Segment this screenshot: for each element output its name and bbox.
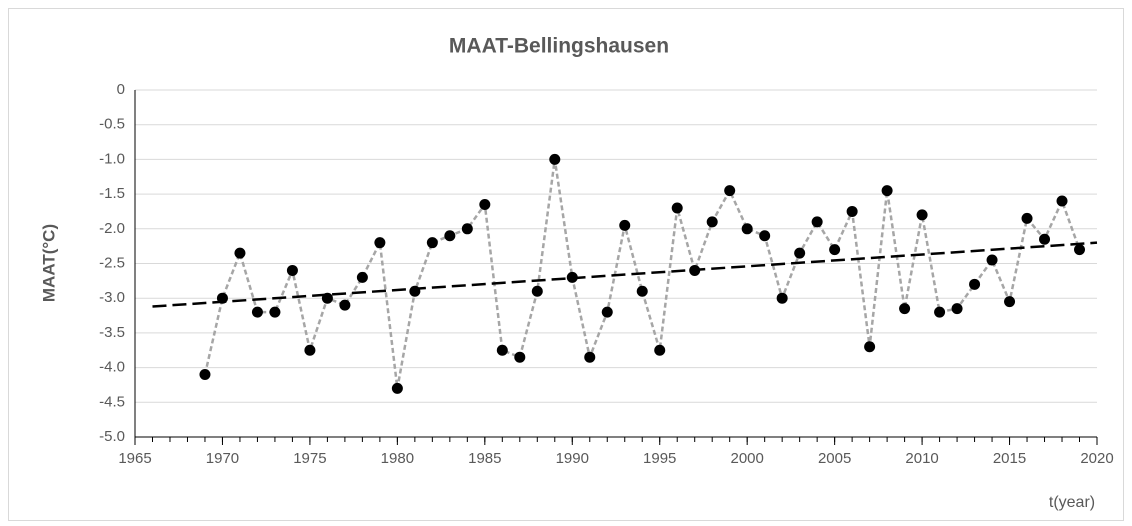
- y-tick-label: -3.0: [99, 289, 125, 306]
- data-point: [724, 185, 736, 197]
- y-tick-label: -2.0: [99, 220, 125, 237]
- y-axis-title: MAAT(°C): [39, 224, 58, 302]
- data-point: [741, 223, 753, 235]
- x-tick-label: 2010: [905, 450, 938, 467]
- data-point: [759, 230, 771, 242]
- y-tick-label: -5.0: [99, 428, 125, 445]
- y-tick-label: -3.5: [99, 324, 125, 341]
- data-point: [846, 205, 858, 217]
- data-point: [829, 244, 841, 256]
- x-tick-label: 1990: [556, 450, 589, 467]
- data-point: [899, 303, 911, 315]
- chart-border: [8, 8, 1124, 521]
- data-point: [514, 351, 526, 363]
- data-point: [986, 254, 998, 266]
- y-tick-label: -4.5: [99, 393, 125, 410]
- chart-title: MAAT-Bellingshausen: [449, 35, 669, 58]
- data-point: [881, 185, 893, 197]
- y-tick-label: -1.5: [99, 185, 125, 202]
- x-tick-label: 1975: [293, 450, 326, 467]
- x-axis-title: t(year): [1049, 494, 1095, 511]
- data-point: [794, 247, 806, 259]
- data-point: [269, 306, 281, 318]
- data-point: [444, 230, 456, 242]
- data-point: [619, 219, 631, 231]
- data-point: [776, 292, 788, 304]
- data-point: [199, 369, 211, 381]
- data-point: [409, 285, 421, 297]
- data-point: [1039, 233, 1051, 245]
- y-tick-label: -2.5: [99, 254, 125, 271]
- data-point: [951, 303, 963, 315]
- data-point: [531, 285, 543, 297]
- data-point: [426, 237, 438, 249]
- y-tick-label: -1.0: [99, 150, 125, 167]
- data-point: [916, 209, 928, 221]
- data-point: [479, 199, 491, 211]
- data-point: [1004, 296, 1016, 308]
- data-point: [356, 271, 368, 283]
- x-tick-label: 1995: [643, 450, 676, 467]
- data-point: [304, 344, 316, 356]
- y-tick-label: -0.5: [99, 116, 125, 133]
- trend-line: [152, 241, 1098, 308]
- data-point: [1056, 195, 1068, 207]
- data-line: [203, 159, 1081, 389]
- data-point: [584, 351, 596, 363]
- x-tick-label: 1985: [468, 450, 501, 467]
- x-tick-label: 2015: [993, 450, 1026, 467]
- data-point: [864, 341, 876, 353]
- x-tick-label: 1965: [118, 450, 151, 467]
- data-point: [671, 202, 683, 214]
- data-point: [286, 264, 298, 276]
- x-tick-label: 2000: [730, 450, 763, 467]
- y-tick-label: -4.0: [99, 359, 125, 376]
- data-point: [636, 285, 648, 297]
- data-point: [234, 247, 246, 259]
- data-point: [391, 382, 403, 394]
- y-tick-label: 0: [117, 81, 125, 98]
- data-point: [1021, 212, 1033, 224]
- data-point: [811, 216, 823, 228]
- data-point: [1074, 244, 1086, 256]
- data-point: [934, 306, 946, 318]
- data-point: [601, 306, 613, 318]
- data-point: [251, 306, 263, 318]
- data-point: [339, 299, 351, 311]
- data-point: [654, 344, 666, 356]
- data-point: [321, 292, 333, 304]
- data-point: [689, 264, 701, 276]
- data-point: [969, 278, 981, 290]
- x-tick-label: 2005: [818, 450, 851, 467]
- data-point: [549, 153, 561, 165]
- x-tick-label: 1970: [206, 450, 239, 467]
- x-tick-label: 2020: [1080, 450, 1113, 467]
- data-point: [216, 292, 228, 304]
- data-point: [461, 223, 473, 235]
- data-point: [496, 344, 508, 356]
- data-point: [374, 237, 386, 249]
- x-tick-label: 1980: [381, 450, 414, 467]
- data-point: [566, 271, 578, 283]
- data-point: [706, 216, 718, 228]
